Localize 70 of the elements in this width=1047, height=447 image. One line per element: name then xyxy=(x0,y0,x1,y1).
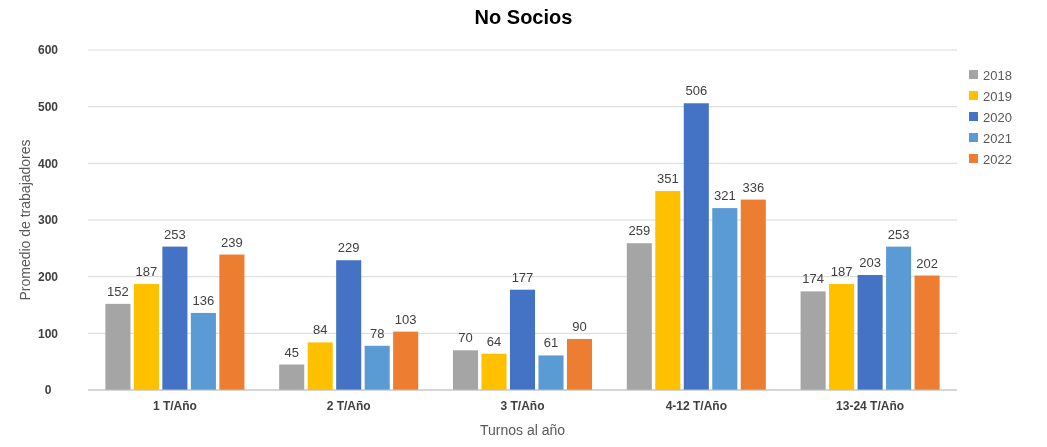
bar xyxy=(509,289,536,390)
bar xyxy=(364,345,390,390)
legend-label: 2019 xyxy=(983,88,1012,104)
bar xyxy=(307,342,333,390)
y-tick-label: 400 xyxy=(37,156,59,171)
legend-label: 2021 xyxy=(983,130,1012,146)
data-label: 70 xyxy=(458,330,473,346)
bar xyxy=(886,246,912,390)
data-label: 61 xyxy=(543,335,559,351)
bar xyxy=(857,274,883,390)
data-label: 136 xyxy=(192,292,215,308)
data-label: 336 xyxy=(742,179,765,195)
data-label: 187 xyxy=(135,264,158,280)
y-tick-label: 0 xyxy=(44,383,52,398)
data-label: 253 xyxy=(164,226,186,242)
data-label: 239 xyxy=(221,234,243,250)
bar xyxy=(133,284,159,390)
y-tick-label: 100 xyxy=(37,326,59,341)
bar xyxy=(452,350,479,390)
data-label: 78 xyxy=(369,325,385,341)
bar xyxy=(626,243,652,390)
legend-label: 2018 xyxy=(983,67,1012,83)
bar xyxy=(800,291,826,390)
bar xyxy=(740,199,766,390)
y-tick-label: 500 xyxy=(37,99,59,114)
bar xyxy=(829,284,855,390)
chart-title: No Socios xyxy=(474,6,573,28)
data-label: 45 xyxy=(284,344,299,360)
bar xyxy=(105,303,131,390)
bar xyxy=(219,254,245,390)
y-tick-label: 300 xyxy=(37,213,59,228)
data-label: 259 xyxy=(628,223,651,239)
data-label: 84 xyxy=(312,322,328,338)
x-tick-label: 1 T/Año xyxy=(152,399,197,413)
data-label: 90 xyxy=(572,319,587,334)
bar xyxy=(538,355,564,390)
legend-label: 2022 xyxy=(983,151,1012,167)
bar xyxy=(712,208,738,390)
bar xyxy=(914,275,940,390)
bar xyxy=(336,260,362,390)
x-tick-label: 2 T/Año xyxy=(326,399,371,413)
data-label: 203 xyxy=(859,254,881,270)
y-tick-label: 200 xyxy=(37,269,59,284)
data-label: 187 xyxy=(830,264,853,280)
data-label: 321 xyxy=(713,188,736,204)
bar xyxy=(566,339,593,390)
data-label: 202 xyxy=(916,255,938,271)
bar xyxy=(393,331,419,390)
x-tick-label: 13-24 T/Año xyxy=(836,399,905,413)
data-label: 174 xyxy=(802,271,824,287)
data-label: 253 xyxy=(887,226,910,242)
x-axis-title: Turnos al año xyxy=(479,422,566,438)
bar xyxy=(655,191,681,390)
bar xyxy=(481,353,507,390)
data-label: 64 xyxy=(486,333,502,349)
data-label: 351 xyxy=(656,171,679,187)
y-axis-title: Promedio de trabajadores xyxy=(17,139,33,301)
data-label: 177 xyxy=(511,269,534,285)
x-tick-label: 3 T/Año xyxy=(500,399,545,413)
bar xyxy=(279,364,305,390)
x-tick-label: 4-12 T/Año xyxy=(665,399,727,413)
legend-label: 2020 xyxy=(983,109,1012,125)
bar xyxy=(190,312,216,390)
data-label: 506 xyxy=(685,83,708,99)
y-tick-label: 600 xyxy=(37,43,59,58)
bar xyxy=(162,246,188,390)
data-label: 152 xyxy=(107,283,129,299)
data-label: 229 xyxy=(337,240,360,256)
bar xyxy=(683,103,709,390)
data-label: 103 xyxy=(394,311,417,327)
